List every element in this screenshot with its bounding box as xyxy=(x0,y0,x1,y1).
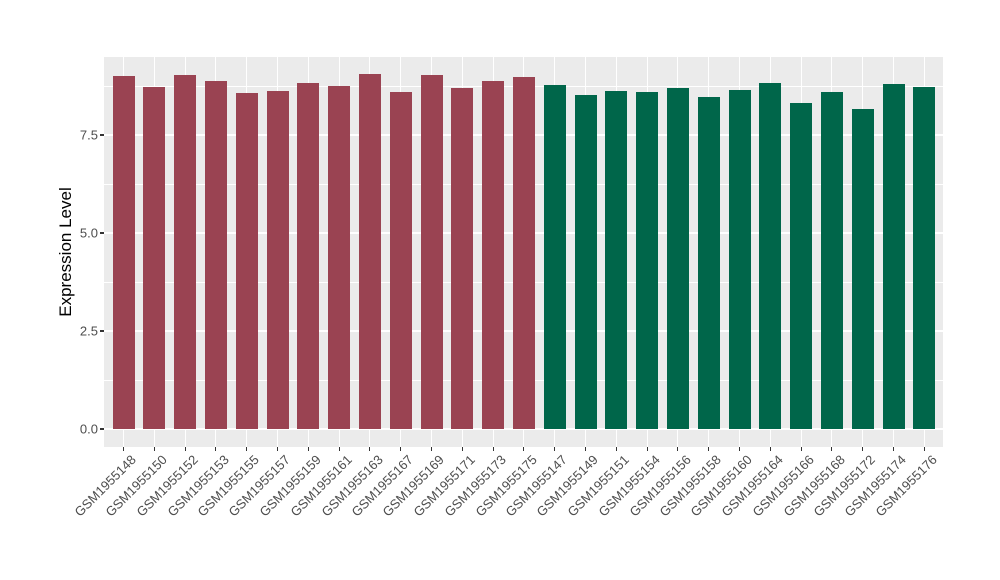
y-tick-label: 7.5 xyxy=(79,127,98,143)
bar-GSM1955151 xyxy=(605,91,628,429)
x-tick-mark xyxy=(492,447,494,451)
x-tick-mark xyxy=(769,447,771,451)
bar-GSM1955156 xyxy=(666,87,689,429)
x-tick-mark xyxy=(276,447,279,451)
x-tick-mark xyxy=(246,447,248,451)
x-tick-mark xyxy=(400,447,402,451)
x-tick-mark xyxy=(338,447,340,451)
x-tick-mark xyxy=(923,447,925,451)
x-tick-mark xyxy=(892,447,895,451)
x-tick-mark xyxy=(369,447,371,451)
x-tick-mark xyxy=(523,447,525,451)
plot-panel xyxy=(104,57,943,447)
bar-GSM1955152 xyxy=(174,75,197,429)
bar-GSM1955175 xyxy=(512,76,535,429)
bar-GSM1955163 xyxy=(358,73,381,429)
y-axis-title: Expression Level xyxy=(56,187,75,317)
bar-GSM1955158 xyxy=(697,96,720,429)
bar-GSM1955174 xyxy=(882,84,905,429)
bar-GSM1955160 xyxy=(728,89,751,429)
x-tick-mark xyxy=(461,447,463,451)
bar-GSM1955168 xyxy=(820,91,843,429)
x-tick-mark xyxy=(430,447,433,451)
bar-GSM1955173 xyxy=(482,81,505,429)
bar-GSM1955159 xyxy=(297,82,320,429)
x-tick-mark xyxy=(831,447,833,451)
x-tick-mark xyxy=(615,447,617,451)
x-tick-mark xyxy=(215,447,217,451)
major-gridline xyxy=(104,428,943,430)
bar-GSM1955166 xyxy=(790,102,813,429)
y-tick-label: 0.0 xyxy=(79,421,98,437)
bar-GSM1955161 xyxy=(328,85,351,429)
y-tick-mark xyxy=(100,134,104,136)
bar-GSM1955171 xyxy=(451,87,474,429)
bar-GSM1955150 xyxy=(143,86,166,429)
x-tick-mark xyxy=(184,447,186,451)
bar-GSM1955176 xyxy=(913,86,936,429)
y-tick-mark xyxy=(100,428,104,430)
bar-GSM1955169 xyxy=(420,75,443,429)
x-tick-mark xyxy=(122,447,125,451)
y-tick-label: 2.5 xyxy=(79,323,98,339)
x-tick-mark xyxy=(738,447,741,451)
x-tick-mark xyxy=(800,447,802,451)
bar-GSM1955167 xyxy=(389,92,412,429)
y-tick-label: 5.0 xyxy=(79,225,98,241)
x-tick-mark xyxy=(677,447,679,451)
y-tick-mark xyxy=(100,330,104,332)
x-tick-mark xyxy=(584,447,587,451)
x-tick-mark xyxy=(646,447,648,451)
x-tick-mark xyxy=(708,447,710,451)
bar-GSM1955157 xyxy=(266,91,289,429)
bar-GSM1955147 xyxy=(543,85,566,429)
bar-GSM1955155 xyxy=(235,92,258,429)
bar-GSM1955148 xyxy=(112,76,135,429)
bar-GSM1955149 xyxy=(574,94,597,429)
bar-GSM1955153 xyxy=(204,80,227,429)
bar-GSM1955172 xyxy=(851,109,874,429)
x-tick-mark xyxy=(554,447,556,451)
bar-GSM1955164 xyxy=(759,83,782,429)
x-tick-mark xyxy=(153,447,155,451)
y-tick-mark xyxy=(100,232,104,234)
bar-GSM1955154 xyxy=(636,92,659,429)
x-tick-mark xyxy=(862,447,864,451)
x-tick-mark xyxy=(307,447,309,451)
